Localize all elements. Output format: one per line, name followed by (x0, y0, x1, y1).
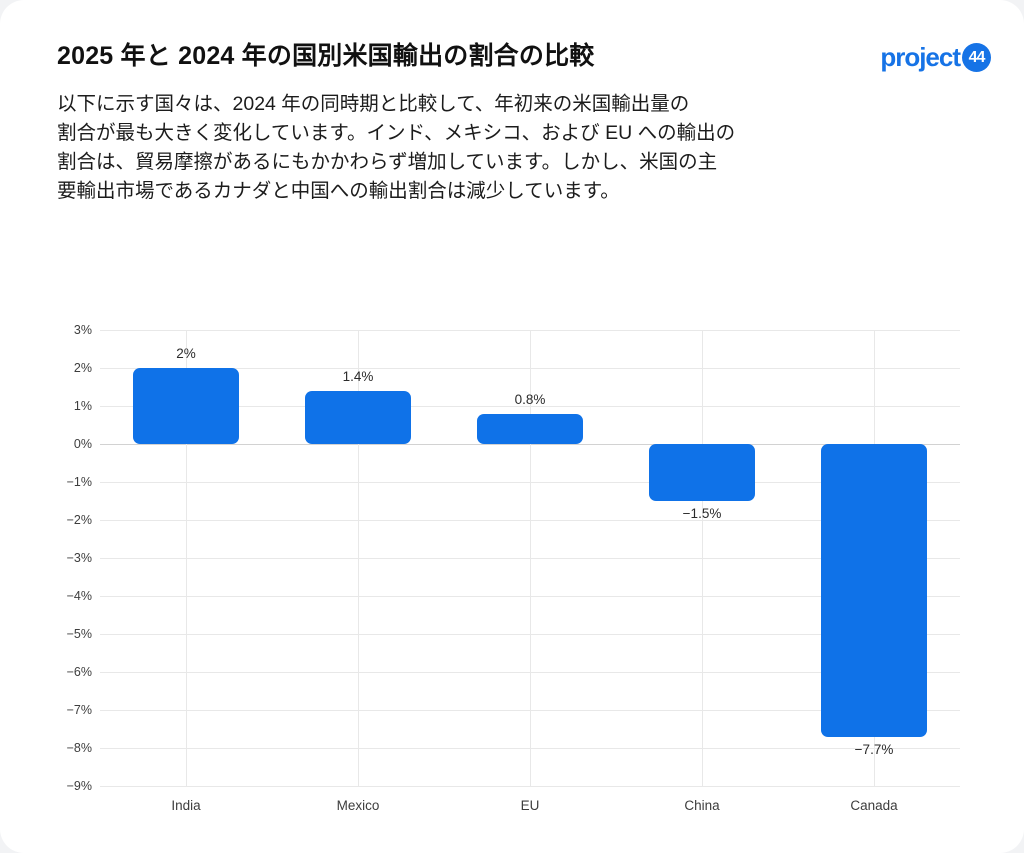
gridline-h (100, 368, 960, 369)
y-axis-tick-label: −6% (66, 665, 92, 679)
bar-value-label: 0.8% (514, 391, 546, 407)
y-axis-tick-label: −9% (66, 779, 92, 793)
y-axis-tick-label: 2% (73, 361, 92, 375)
page-title: 2025 年と 2024 年の国別米国輸出の割合の比較 (57, 42, 595, 70)
y-axis-tick-label: −8% (66, 741, 92, 755)
bar-value-label: −7.7% (854, 741, 894, 757)
x-axis-label: China (684, 798, 720, 813)
plot-area: 2% India 1.4% Mexico 0.8% EU −1.5% China −7.7% Ca… (100, 330, 960, 813)
bar-mexico (305, 390, 411, 444)
logo-wordmark: project (880, 42, 961, 72)
y-axis-tick-label: −2% (66, 513, 92, 527)
gridline-v (874, 330, 875, 786)
gridline-h (100, 520, 960, 521)
y-axis-tick-label: −5% (66, 627, 92, 641)
bar-value-label: 2% (176, 346, 196, 361)
y-axis-tick-label: 0% (73, 437, 92, 451)
gridline-h (100, 482, 960, 483)
chart-description: 以下に示す国々は、2024 年の同時期と比較して、年初来の米国輸出量の 割合が最… (57, 93, 736, 202)
gridline-v (702, 330, 703, 786)
y-axis-tick-label: 1% (73, 399, 92, 413)
bar-eu (477, 413, 583, 444)
bar-china (649, 444, 755, 501)
gridline-h (100, 710, 960, 711)
gridline-h (100, 786, 960, 787)
gridline-h (100, 596, 960, 597)
gridline-h (100, 672, 960, 673)
y-axis-tick-label: −1% (66, 475, 92, 489)
gridline-h (100, 748, 960, 749)
gridline-v (358, 330, 359, 786)
y-axis-tick-label: −4% (66, 589, 92, 603)
y-axis-tick-label: −3% (66, 551, 92, 565)
gridline-h (100, 330, 960, 331)
y-axis-tick-label: 3% (73, 323, 92, 337)
bar-value-label: 1.4% (342, 368, 374, 384)
x-axis-label: Canada (850, 798, 898, 813)
gridline-v (530, 330, 531, 786)
y-axis: 3% 2% 1% 0% −1% −2% −3% −4% −5% −6% −7% −8% −9% (0, 323, 92, 793)
gridline-h (100, 444, 960, 445)
gridline-h (100, 558, 960, 559)
bar-india (133, 368, 239, 444)
gridline-v (186, 330, 187, 786)
x-axis-label: EU (520, 798, 540, 813)
x-axis-label: Mexico (336, 798, 380, 813)
x-axis-label: India (171, 798, 201, 813)
bar-value-label: −1.5% (682, 506, 722, 521)
project44-logo: project 44 (880, 42, 991, 73)
bar-canada (821, 444, 927, 737)
gridline-h (100, 406, 960, 407)
gridline-h (100, 634, 960, 635)
y-axis-tick-label: −7% (66, 703, 92, 717)
logo-badge-44: 44 (962, 43, 991, 72)
